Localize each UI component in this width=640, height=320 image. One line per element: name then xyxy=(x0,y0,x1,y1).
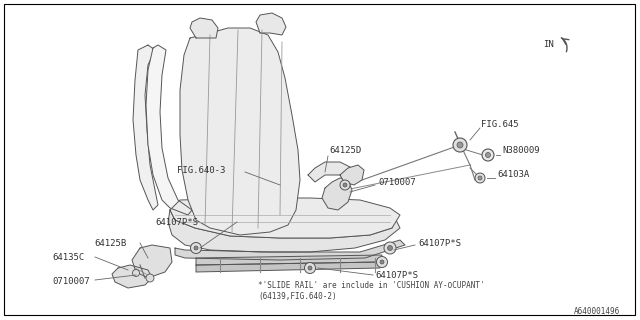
Circle shape xyxy=(475,173,485,183)
Circle shape xyxy=(376,257,387,268)
Polygon shape xyxy=(256,13,286,35)
Text: 0710007: 0710007 xyxy=(378,178,415,187)
Polygon shape xyxy=(132,245,172,278)
Circle shape xyxy=(457,142,463,148)
Circle shape xyxy=(194,246,198,250)
Text: 64107P*S: 64107P*S xyxy=(375,270,418,279)
Circle shape xyxy=(486,153,490,157)
Text: A640001496: A640001496 xyxy=(573,308,620,316)
Text: FIG.640-3: FIG.640-3 xyxy=(177,165,225,174)
Polygon shape xyxy=(322,178,352,210)
Text: 64107P*S: 64107P*S xyxy=(418,238,461,247)
Text: IN: IN xyxy=(543,39,554,49)
Polygon shape xyxy=(308,162,355,182)
Circle shape xyxy=(340,180,350,190)
Circle shape xyxy=(384,242,396,254)
Polygon shape xyxy=(196,255,382,265)
Circle shape xyxy=(132,269,140,276)
Text: 64107P*S: 64107P*S xyxy=(155,218,198,227)
Text: (64139,FIG.640-2): (64139,FIG.640-2) xyxy=(258,292,337,301)
Polygon shape xyxy=(190,18,218,38)
Circle shape xyxy=(453,138,467,152)
Text: 64125B: 64125B xyxy=(94,238,126,247)
Circle shape xyxy=(482,149,494,161)
Polygon shape xyxy=(112,265,152,288)
Circle shape xyxy=(343,183,347,187)
Circle shape xyxy=(308,266,312,270)
Polygon shape xyxy=(196,262,382,272)
Polygon shape xyxy=(133,45,158,210)
Text: 64135C: 64135C xyxy=(52,253,84,262)
Polygon shape xyxy=(168,210,400,252)
Text: N380009: N380009 xyxy=(502,146,540,155)
Text: 64103A: 64103A xyxy=(497,170,529,179)
Circle shape xyxy=(387,245,392,251)
Circle shape xyxy=(305,262,316,274)
Polygon shape xyxy=(175,240,405,260)
Polygon shape xyxy=(340,165,364,185)
Circle shape xyxy=(146,274,154,282)
Polygon shape xyxy=(180,28,300,235)
Circle shape xyxy=(478,176,482,180)
Polygon shape xyxy=(170,198,400,238)
Text: *'SLIDE RAIL' are include in 'CUSHION AY-ΟCUPANT': *'SLIDE RAIL' are include in 'CUSHION AY… xyxy=(258,281,484,290)
Text: FIG.645: FIG.645 xyxy=(481,119,518,129)
Polygon shape xyxy=(146,45,192,215)
Text: 64125D: 64125D xyxy=(329,146,361,155)
Circle shape xyxy=(191,243,202,253)
Text: 0710007: 0710007 xyxy=(52,277,90,286)
Circle shape xyxy=(380,260,384,264)
